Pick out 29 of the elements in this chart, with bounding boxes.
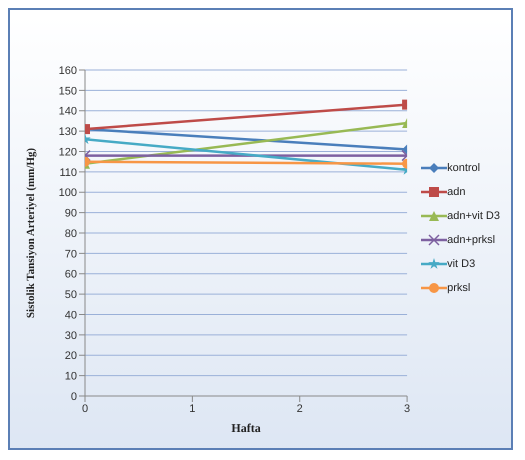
y-tick-label: 140: [58, 106, 77, 118]
y-tick-label: 0: [70, 390, 77, 403]
legend-label: adn: [447, 186, 466, 198]
y-axis-title: Sistolik Tansiyon Arteriyel (mm/Hg): [24, 148, 37, 318]
y-tick-label: 150: [58, 85, 77, 98]
legend-label: vit D3: [447, 258, 476, 270]
y-tick-label: 60: [64, 268, 77, 281]
legend-label: kontrol: [447, 162, 480, 174]
y-tick-label: 10: [64, 370, 77, 383]
y-tick-label: 30: [64, 330, 77, 342]
x-tick-label: 1: [189, 402, 196, 415]
x-axis-title: Hafta: [231, 421, 261, 435]
y-tick-label: 90: [64, 208, 77, 220]
x-tick-label: 0: [82, 402, 88, 415]
legend-label: adn+prksl: [447, 234, 496, 246]
y-tick-label: 100: [58, 187, 77, 200]
y-tick-label: 80: [64, 228, 77, 240]
legend-label: adn+vit D3: [447, 210, 500, 222]
y-tick-label: 160: [58, 64, 77, 77]
y-tick-label: 110: [59, 166, 77, 179]
legend-label: prksl: [447, 282, 470, 294]
y-tick-label: 20: [64, 350, 77, 362]
y-tick-label: 40: [64, 309, 77, 322]
x-tick-label: 2: [296, 402, 303, 415]
y-tick-label: 70: [64, 248, 77, 260]
y-tick-label: 50: [64, 289, 77, 302]
x-tick-label: 3: [404, 402, 410, 415]
y-tick-label: 130: [58, 126, 77, 138]
y-tick-label: 120: [58, 146, 77, 158]
